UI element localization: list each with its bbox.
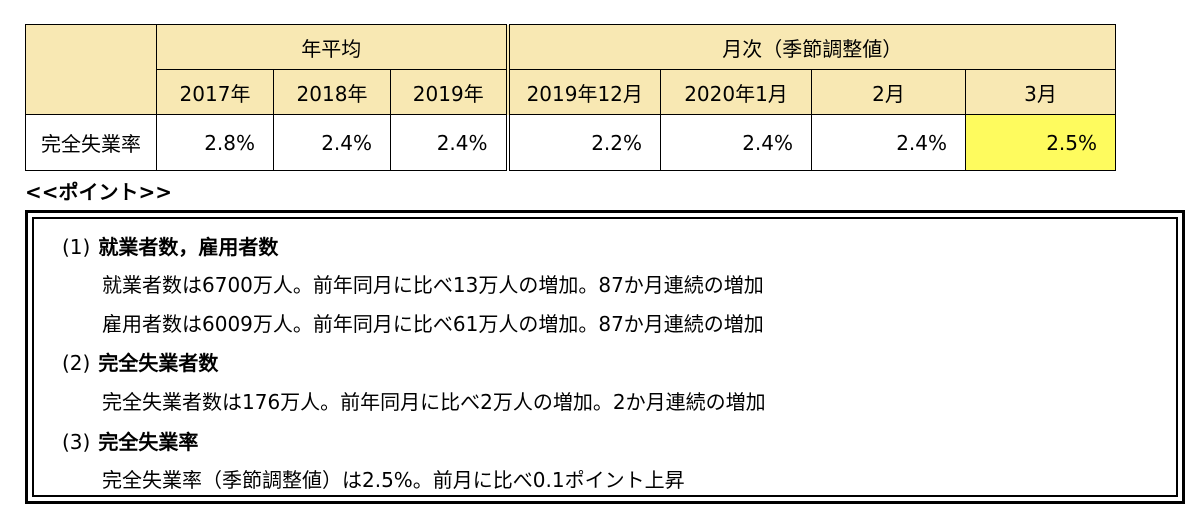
point-line: 完全失業者数は176万人。前年同月に比べ2万人の増加。2か月連続の増加 <box>102 390 766 414</box>
column-header-mar: 3月 <box>965 69 1116 115</box>
value-mar-highlighted: 2.5% <box>965 114 1116 171</box>
point-line: 完全失業率（季節調整値）は2.5%。前月に比べ0.1ポイント上昇 <box>102 468 685 492</box>
point-line: 就業者数は6700万人。前年同月に比べ13万人の増加。87か月連続の増加 <box>102 273 764 297</box>
value-2018: 2.4% <box>273 114 391 171</box>
annual-average-header: 年平均 <box>156 24 508 70</box>
column-header-2019: 2019年 <box>390 69 508 115</box>
point-number: (1) <box>62 235 91 259</box>
monthly-seasonally-adjusted-header: 月次（季節調整値） <box>505 24 1116 70</box>
point-line: 雇用者数は6009万人。前年同月に比べ61万人の増加。87か月連続の増加 <box>102 312 764 336</box>
value-feb: 2.4% <box>811 114 966 171</box>
point-number: (3) <box>62 430 91 454</box>
unemployment-table: 年平均 月次（季節調整値） 2017年 2018年 2019年 2019年12月… <box>25 24 1116 171</box>
table-row: 完全失業率 2.8% 2.4% 2.4% 2.2% 2.4% 2.4% 2.5% <box>25 114 1116 171</box>
column-header-2019-12: 2019年12月 <box>505 69 661 115</box>
point-title: 就業者数，雇用者数 <box>98 235 279 259</box>
value-2020-01: 2.4% <box>660 114 812 171</box>
column-header-2017: 2017年 <box>156 69 274 115</box>
point-item-1: (1) 就業者数，雇用者数 <box>62 231 278 260</box>
point-item-2: (2) 完全失業者数 <box>62 347 218 376</box>
column-header-feb: 2月 <box>811 69 966 115</box>
column-header-2018: 2018年 <box>273 69 391 115</box>
points-box: (1) 就業者数，雇用者数 就業者数は6700万人。前年同月に比べ13万人の増加。… <box>25 210 1185 504</box>
point-number: (2) <box>62 351 91 375</box>
column-header-2020-01: 2020年1月 <box>660 69 812 115</box>
points-box-inner-border <box>32 217 1178 497</box>
value-2019-12: 2.2% <box>505 114 661 171</box>
value-2019: 2.4% <box>390 114 508 171</box>
table-corner-cell <box>25 24 157 115</box>
point-title: 完全失業率 <box>98 430 199 454</box>
points-heading: <<ポイント>> <box>25 180 173 204</box>
point-item-3: (3) 完全失業率 <box>62 426 198 455</box>
point-title: 完全失業者数 <box>98 351 219 375</box>
value-2017: 2.8% <box>156 114 274 171</box>
row-label-unemployment-rate: 完全失業率 <box>25 114 157 171</box>
